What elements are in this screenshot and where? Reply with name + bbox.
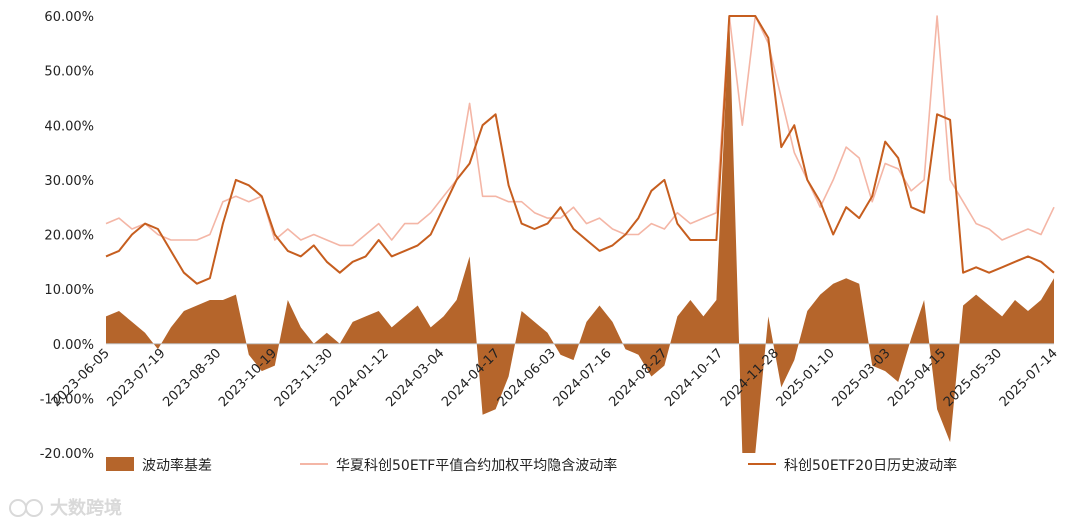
x-tick-label: 2023-11-30 (272, 346, 336, 410)
x-tick-label: 2024-03-04 (383, 346, 447, 410)
y-tick-label: 0.00% (53, 338, 94, 353)
y-tick-label: 10.00% (44, 283, 94, 298)
watermark-text: 大数跨境 (50, 497, 122, 519)
series-line-1 (105, 15, 1055, 247)
x-tick-label: 2024-10-17 (662, 346, 726, 410)
legend-swatch-basis (106, 457, 134, 471)
legend-item-historical-vol[interactable]: 科创50ETF20日历史波动率 (748, 457, 957, 474)
x-tick-label: 2023-10-19 (216, 346, 280, 410)
y-axis-ticks: -20.00% -10.00% 0.00% 10.00% 20.00% 30.00% 40.… (40, 10, 94, 462)
watermark: 大数跨境 (9, 497, 122, 519)
watermark-logo-icon (9, 499, 43, 517)
y-tick-label: -20.00% (40, 447, 94, 462)
y-tick-label: 60.00% (44, 10, 94, 25)
y-tick-label: -10.00% (40, 392, 94, 407)
x-tick-label: 2025-03-03 (829, 346, 893, 410)
x-axis-ticks: 2023-06-052023-07-192023-08-302023-10-19… (49, 346, 1061, 410)
y-tick-label: 50.00% (44, 65, 94, 80)
legend: 波动率基差 华夏科创50ETF平值合约加权平均隐含波动率 科创50ETF20日历… (106, 457, 957, 474)
x-tick-label: 2023-07-19 (105, 346, 169, 410)
legend-item-implied-vol[interactable]: 华夏科创50ETF平值合约加权平均隐含波动率 (300, 457, 617, 474)
y-tick-label: 40.00% (44, 119, 94, 134)
series-line-2 (105, 15, 1055, 285)
y-tick-label: 30.00% (44, 174, 94, 189)
x-tick-label: 2023-08-30 (160, 346, 224, 410)
legend-label-implied-vol: 华夏科创50ETF平值合约加权平均隐含波动率 (336, 457, 617, 474)
legend-label-historical-vol: 科创50ETF20日历史波动率 (784, 457, 957, 474)
y-tick-label: 20.00% (44, 229, 94, 244)
x-tick-label: 2024-01-12 (328, 346, 392, 410)
x-tick-label: 2024-08-27 (606, 346, 670, 410)
legend-item-basis[interactable]: 波动率基差 (106, 457, 212, 474)
x-tick-label: 2024-07-16 (551, 346, 615, 410)
x-tick-label: 2025-07-14 (997, 346, 1061, 410)
legend-label-basis: 波动率基差 (142, 457, 212, 474)
line-series-layer (105, 15, 1055, 285)
